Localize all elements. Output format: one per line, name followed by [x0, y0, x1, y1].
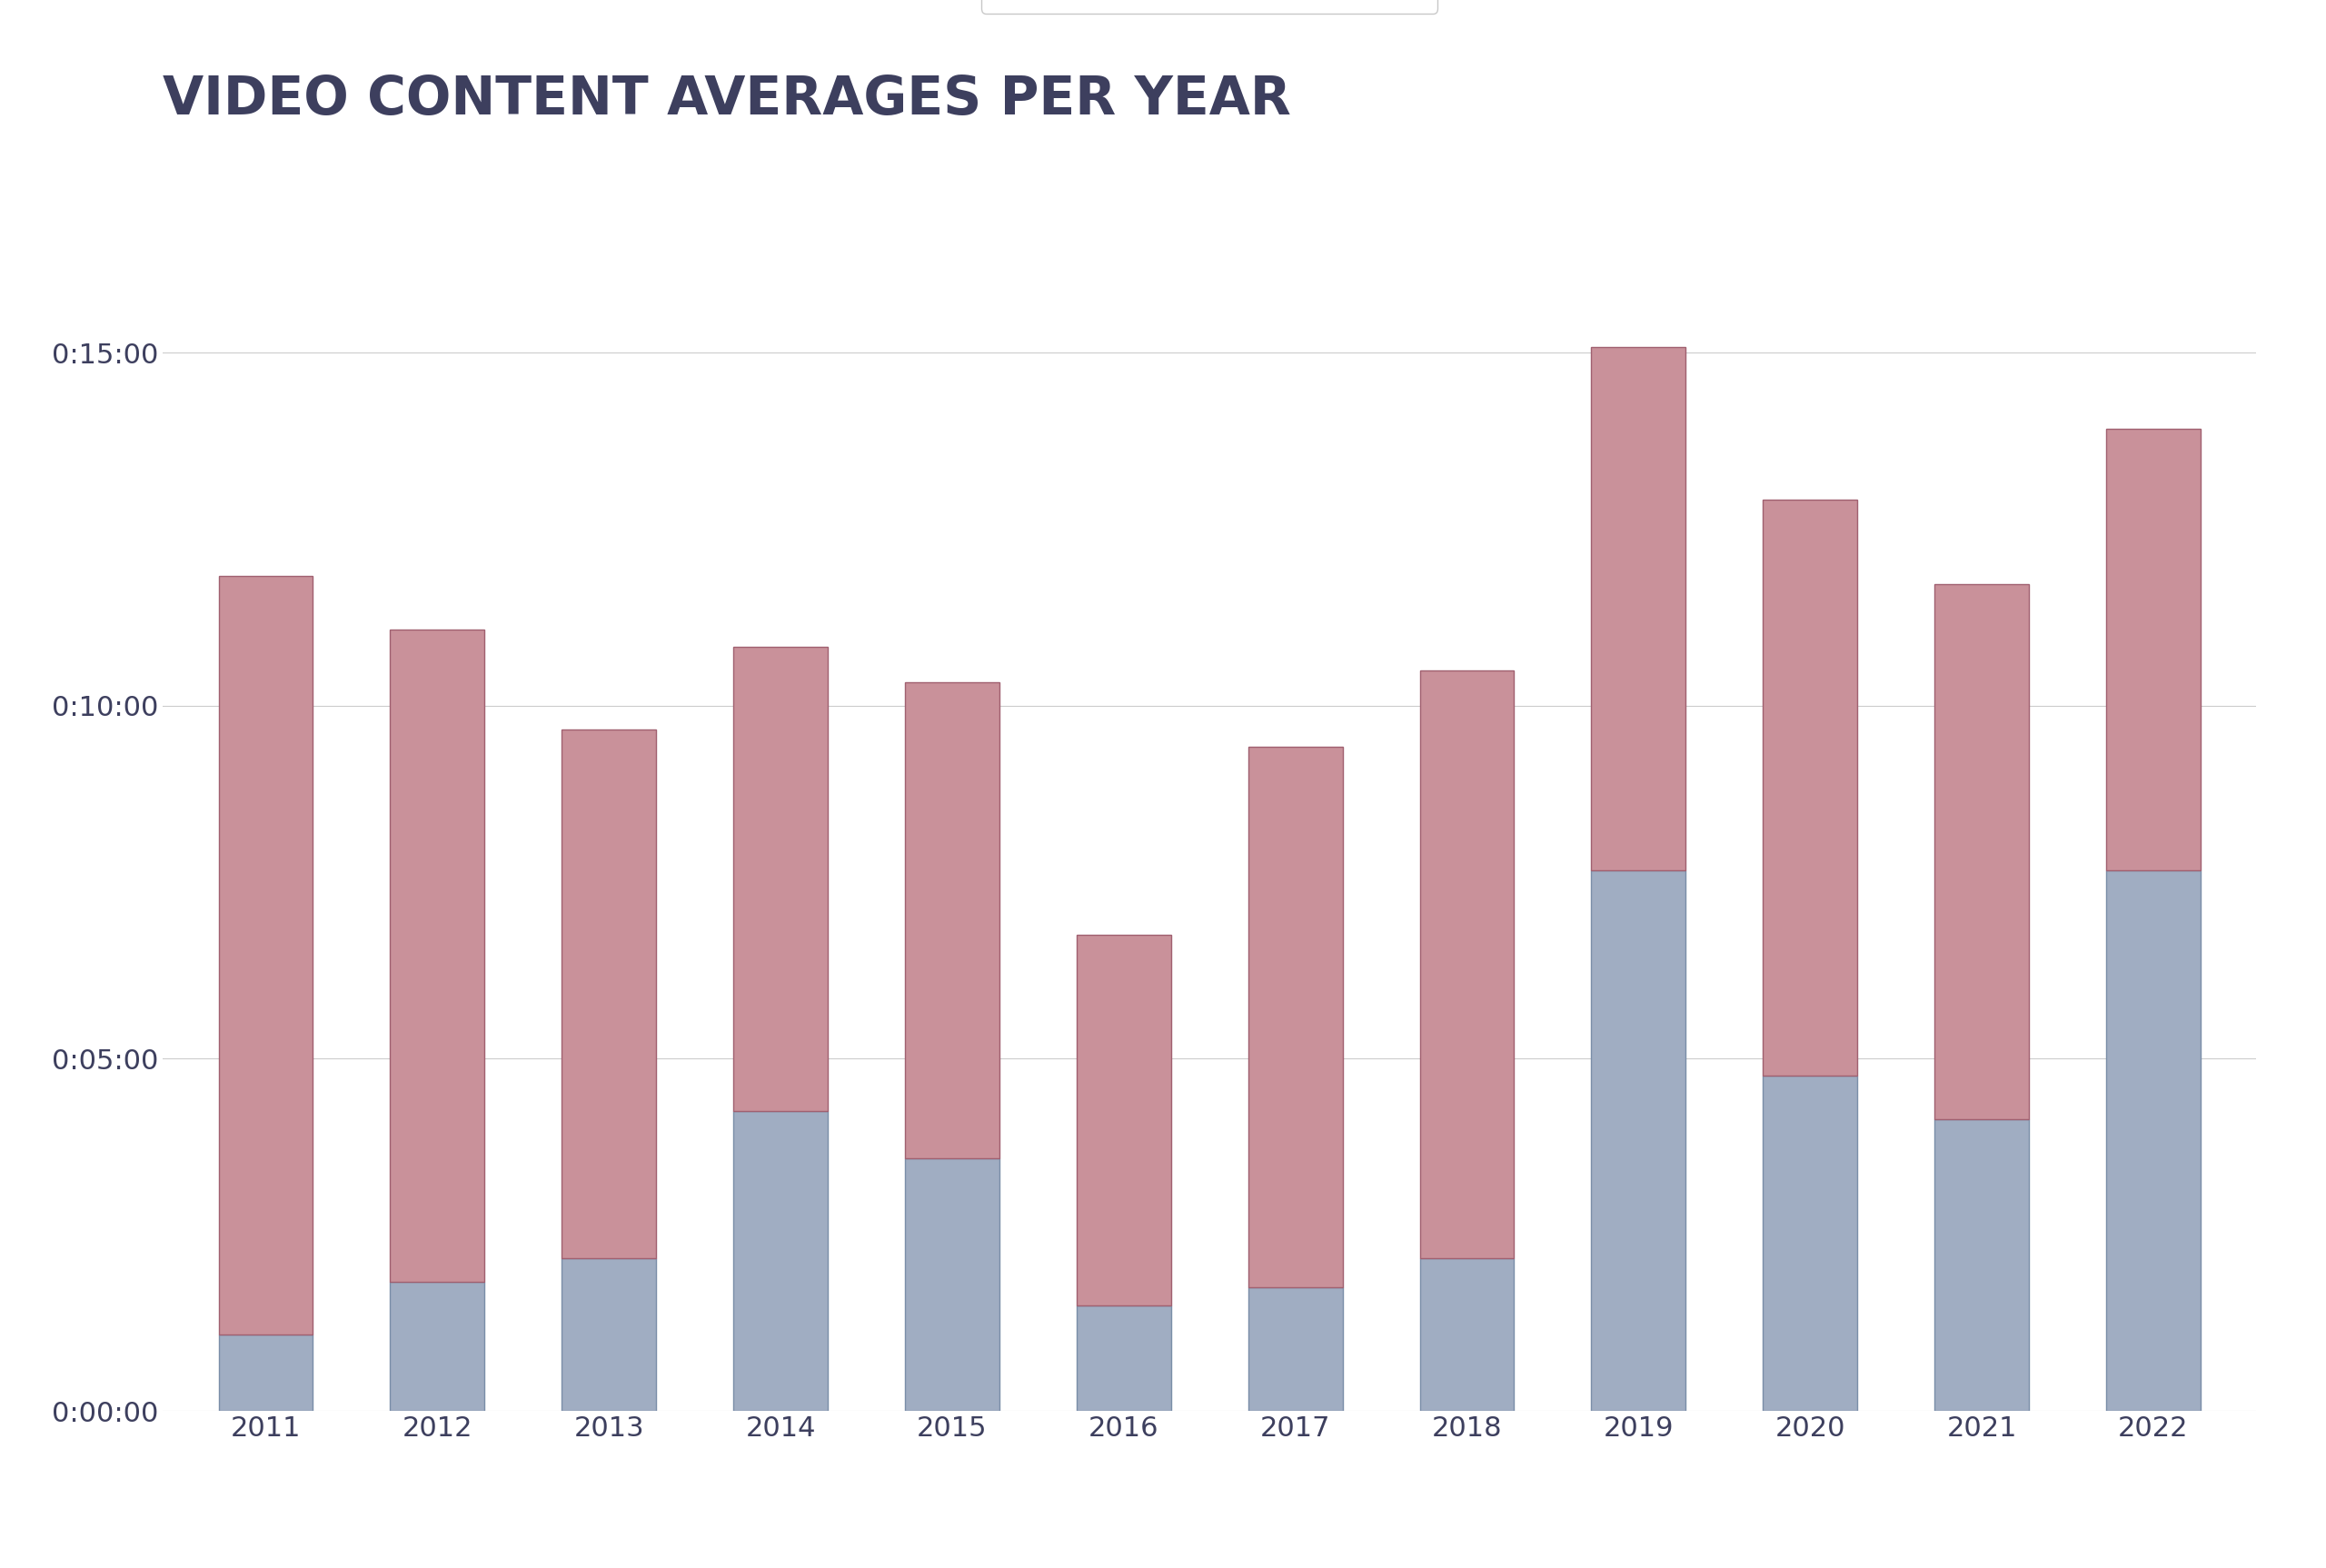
Bar [219, 577, 314, 1334]
Bar [2105, 870, 2200, 1411]
Bar [905, 682, 1000, 1159]
Bar [2105, 430, 2200, 870]
Bar [563, 729, 656, 1258]
Bar [733, 648, 828, 1112]
Legend: % Animation, % Footage: % Animation, % Footage [982, 0, 1437, 14]
Bar [563, 1258, 656, 1411]
Text: VIDEO CONTENT AVERAGES PER YEAR: VIDEO CONTENT AVERAGES PER YEAR [163, 74, 1291, 125]
Bar [391, 629, 484, 1283]
Bar [1763, 1076, 1856, 1411]
Bar [1935, 585, 2028, 1120]
Bar [1077, 935, 1170, 1305]
Bar [219, 1334, 314, 1411]
Bar [1249, 1287, 1342, 1411]
Bar [1077, 1305, 1170, 1411]
Bar [1763, 500, 1856, 1076]
Bar [733, 1112, 828, 1411]
Bar [1419, 1258, 1514, 1411]
Bar [1935, 1120, 2028, 1411]
Bar [1249, 746, 1342, 1287]
Bar [905, 1159, 1000, 1411]
Bar [1591, 347, 1686, 870]
Bar [391, 1283, 484, 1411]
Bar [1419, 671, 1514, 1258]
Bar [1591, 870, 1686, 1411]
